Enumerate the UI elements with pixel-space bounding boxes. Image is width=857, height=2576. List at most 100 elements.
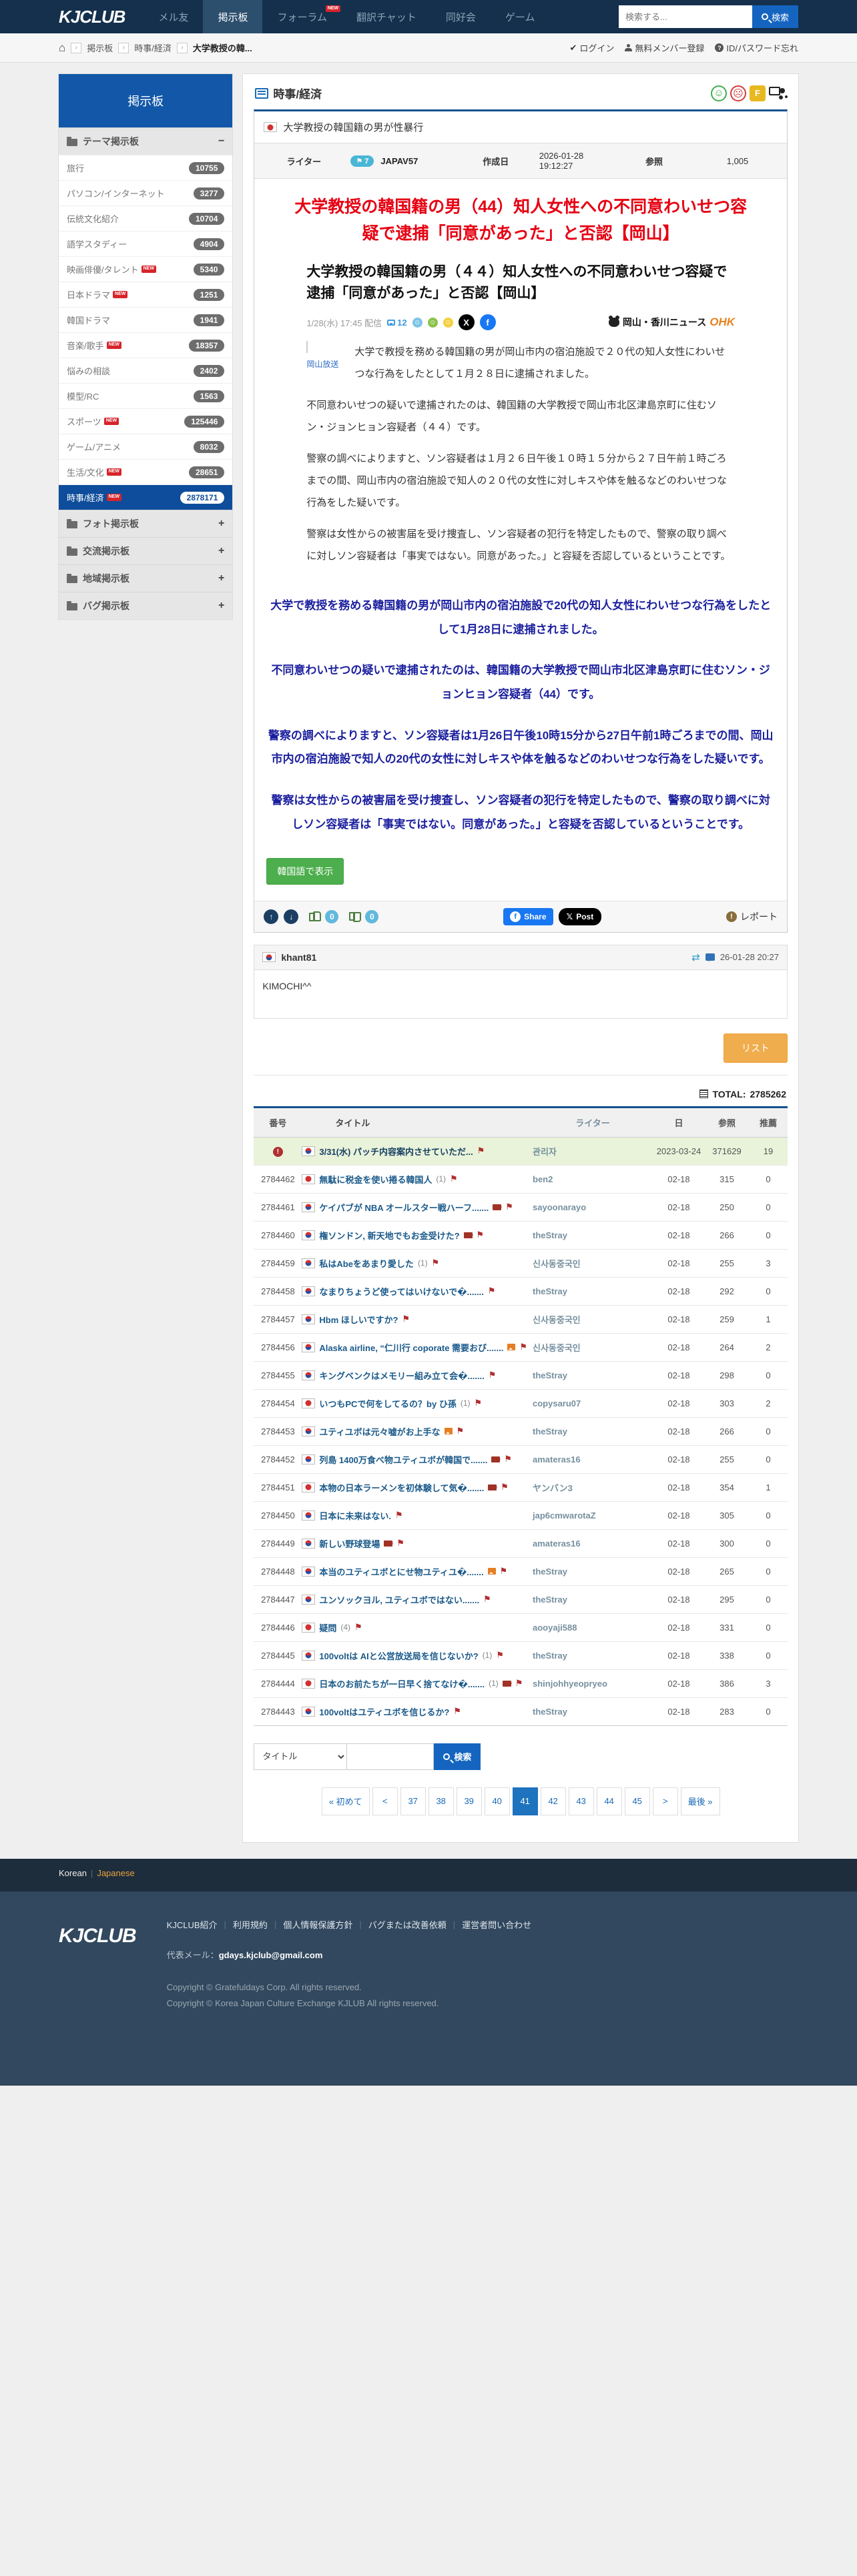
sidebar-item-生活/文化[interactable]: 生活/文化 NEW 28651	[59, 459, 233, 484]
post-title-link[interactable]: 無駄に税金を使い捲る韓国人	[319, 1174, 433, 1185]
footer-link-運営者問い合わせ[interactable]: 運営者問い合わせ	[462, 1919, 532, 1930]
register-link[interactable]: 無料メンバー登録	[625, 41, 704, 54]
row-writer[interactable]: shinjohhyeopryeo	[533, 1678, 607, 1689]
row-writer[interactable]: theStray	[533, 1594, 568, 1605]
sidebar-item-模型/RC[interactable]: 模型/RC 1563	[59, 383, 233, 408]
expand-icon[interactable]: +	[218, 545, 225, 556]
login-link[interactable]: ✔ ログイン	[569, 42, 615, 54]
f-badge-icon[interactable]: F	[750, 85, 766, 101]
sidebar-item-語学スタディー[interactable]: 語学スタディー 4904	[59, 231, 233, 256]
post-title-link[interactable]: 3/31(水) パッチ内容案内させていただ...	[319, 1146, 473, 1157]
post-title-link[interactable]: 列島 1400万食べ物ユティユボが韓国で.......	[319, 1454, 488, 1465]
post-title-link[interactable]: Alaska airline, “仁川行 coporate 需要おび......…	[319, 1342, 504, 1353]
page-last[interactable]: 最後 »	[680, 1787, 720, 1815]
row-writer[interactable]: theStray	[533, 1370, 568, 1380]
row-writer[interactable]: ben2	[533, 1174, 553, 1184]
x-share-icon[interactable]: X	[458, 314, 475, 330]
row-writer[interactable]: ヤンバン3	[533, 1482, 573, 1493]
sidebar-item-映画俳優/タレント[interactable]: 映画俳優/タレント NEW 5340	[59, 256, 233, 282]
page-43[interactable]: 43	[568, 1787, 594, 1815]
nav-item-メル友[interactable]: メル友	[144, 0, 203, 33]
sidebar-group-バグ掲示板[interactable]: バグ掲示板 +	[59, 592, 233, 619]
row-writer[interactable]: 신사동중국인	[533, 1342, 581, 1353]
home-icon[interactable]: ⌂	[59, 41, 66, 54]
page-40[interactable]: 40	[484, 1787, 510, 1815]
emoji-reaction-icon[interactable]: ☺	[443, 317, 453, 328]
emoji-reaction-icon[interactable]: ☺	[427, 317, 438, 328]
post-title-link[interactable]: 新しい野球登場	[319, 1539, 380, 1549]
post-title-link[interactable]: 日本に未来はない.	[319, 1511, 391, 1521]
show-korean-button[interactable]: 韓国語で表示	[266, 857, 344, 885]
writer-name[interactable]: JAPAV57	[380, 155, 418, 166]
post-title-link[interactable]: いつもPCで何をしてるの？by ひ孫	[319, 1398, 457, 1409]
page-38[interactable]: 38	[428, 1787, 454, 1815]
frown-icon[interactable]: ☹	[730, 85, 746, 101]
emoji-reaction-icon[interactable]: ☺	[412, 317, 422, 328]
forgot-password-link[interactable]: ? ID/パスワード忘れ	[715, 41, 798, 54]
nav-item-フォーラム[interactable]: フォーラム NEW	[262, 0, 342, 33]
footer-link-KJCLUB紹介[interactable]: KJCLUB紹介	[166, 1919, 218, 1930]
page-44[interactable]: 44	[596, 1787, 622, 1815]
post-title-link[interactable]: 権ソンドン, 新天地でもお金受けた?	[319, 1230, 460, 1241]
post-title-link[interactable]: 100voltは AIと公営放送局を信じないか?	[319, 1651, 479, 1661]
smile-icon[interactable]: ☺	[711, 85, 727, 101]
nav-item-翻訳チャット[interactable]: 翻訳チャット	[342, 0, 431, 33]
collapse-icon[interactable]: −	[218, 135, 225, 147]
post-title-link[interactable]: ユティユボは元々嘘がお上手な	[319, 1426, 441, 1437]
sidebar-item-時事/経済[interactable]: 時事/経済 NEW 2878171	[59, 484, 233, 510]
sidebar-group-地域掲示板[interactable]: 地域掲示板 +	[59, 564, 233, 592]
sidebar-item-ゲーム/アニメ[interactable]: ゲーム/アニメ 8032	[59, 434, 233, 459]
report-button[interactable]: ! レポート	[726, 910, 778, 923]
global-search-button[interactable]: 検索	[752, 5, 798, 28]
breadcrumb-category[interactable]: 時事/経済	[134, 43, 172, 53]
expand-icon[interactable]: +	[218, 600, 225, 611]
list-search-input[interactable]	[347, 1743, 435, 1770]
thumbs-down-icon[interactable]	[349, 912, 360, 921]
reply-bubble-icon[interactable]	[705, 953, 715, 961]
sidebar-item-旅行[interactable]: 旅行 10755	[59, 155, 233, 180]
row-writer[interactable]: amateras16	[533, 1538, 581, 1549]
sidebar-group-フォト掲示板[interactable]: フォト掲示板 +	[59, 510, 233, 537]
sidebar-item-日本ドラマ[interactable]: 日本ドラマ NEW 1251	[59, 282, 233, 307]
sidebar-item-スポーツ[interactable]: スポーツ NEW 125446	[59, 408, 233, 434]
row-writer[interactable]: theStray	[533, 1566, 568, 1577]
nav-item-同好会[interactable]: 同好会	[431, 0, 491, 33]
post-title-link[interactable]: キングベンクはメモリー組み立て会�.......	[319, 1370, 485, 1381]
page-prev[interactable]: <	[372, 1787, 398, 1815]
news-comment-count[interactable]: 12	[387, 318, 407, 328]
row-writer[interactable]: aooyaji588	[533, 1622, 577, 1633]
row-writer[interactable]: theStray	[533, 1426, 568, 1436]
list-button[interactable]: リスト	[724, 1033, 788, 1063]
sidebar-item-伝統文化紹介[interactable]: 伝統文化紹介 10704	[59, 205, 233, 231]
sidebar-item-パソコン/インターネット[interactable]: パソコン/インターネット 3277	[59, 180, 233, 205]
row-writer[interactable]: 관리자	[533, 1146, 557, 1157]
chat-people-icon[interactable]	[769, 85, 786, 101]
page-37[interactable]: 37	[400, 1787, 426, 1815]
row-writer[interactable]: theStray	[533, 1706, 568, 1717]
post-title-link[interactable]: 疑問	[319, 1623, 337, 1633]
sidebar-group-交流掲示板[interactable]: 交流掲示板 +	[59, 537, 233, 564]
lang-korean-link[interactable]: Korean	[59, 1867, 87, 1878]
translate-arrows-icon[interactable]: ⇄	[691, 951, 700, 963]
post-title-link[interactable]: Hbm ほしいですか?	[319, 1314, 398, 1325]
row-writer[interactable]: theStray	[533, 1286, 568, 1296]
post-title-link[interactable]: なまりちょうど使ってはいけないで�.......	[319, 1286, 484, 1297]
footer-link-個人情報保護方針[interactable]: 個人情報保護方針	[283, 1919, 353, 1930]
sidebar-item-音楽/歌手[interactable]: 音楽/歌手 NEW 18357	[59, 332, 233, 358]
sidebar-item-悩みの相談[interactable]: 悩みの相談 2402	[59, 358, 233, 383]
x-post-button[interactable]: 𝕏 Post	[558, 907, 602, 925]
page-41[interactable]: 41	[512, 1787, 538, 1815]
next-post-icon[interactable]: ↓	[284, 909, 299, 924]
global-search-input[interactable]	[618, 5, 752, 28]
row-writer[interactable]: copysaru07	[533, 1398, 581, 1408]
row-writer[interactable]: 신사동중국인	[533, 1314, 581, 1325]
footer-link-バグまたは改善依頼[interactable]: バグまたは改善依頼	[368, 1919, 447, 1930]
nav-item-掲示板[interactable]: 掲示板	[203, 0, 263, 33]
list-search-button[interactable]: 検索	[434, 1743, 481, 1770]
breadcrumb-board[interactable]: 掲示板	[87, 43, 113, 53]
expand-icon[interactable]: +	[218, 518, 225, 529]
facebook-share-icon[interactable]: f	[479, 314, 496, 330]
comment-author[interactable]: khant81	[281, 951, 317, 963]
row-writer[interactable]: jap6cmwarotaZ	[533, 1510, 596, 1521]
post-title-link[interactable]: 100voltはユティユボを信じるか?	[319, 1707, 450, 1717]
